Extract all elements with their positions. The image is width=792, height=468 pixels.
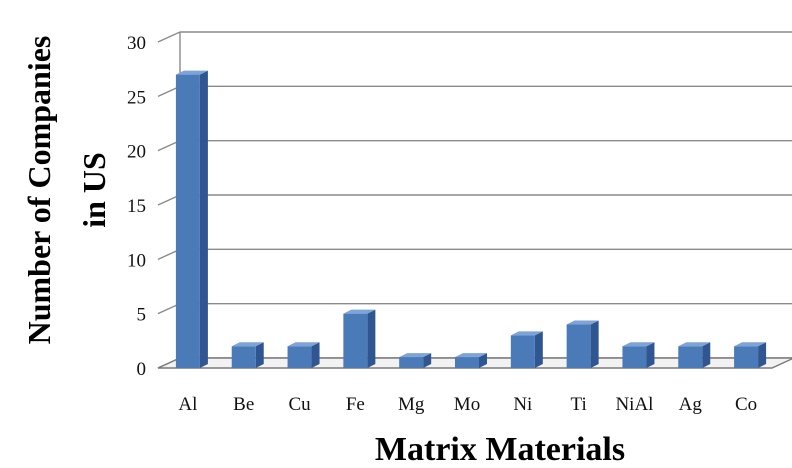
bar-ni: [510, 331, 543, 368]
bar-top: [622, 342, 655, 347]
bar-front: [678, 346, 703, 368]
x-tick-label: Al: [178, 394, 197, 415]
x-axis-title: Matrix Materials: [375, 431, 625, 468]
bar-side: [702, 342, 711, 368]
bar-top: [510, 331, 543, 336]
x-tick-label: NiAl: [615, 394, 653, 415]
bar-cu: [287, 342, 320, 368]
y-axis-title: Number of Companies in US: [21, 36, 112, 345]
y-axis-title-line-1: Number of Companies: [21, 36, 57, 345]
y-tick-label: 0: [137, 359, 147, 380]
bar-top: [175, 70, 208, 75]
x-tick-label: Fe: [346, 394, 365, 415]
bar-side: [367, 309, 376, 368]
bar-top: [231, 342, 264, 347]
x-tick-label: Ti: [571, 394, 587, 415]
bar-top: [566, 320, 599, 325]
bar-be: [231, 342, 264, 368]
bar-side: [758, 342, 767, 368]
x-tick-label: Mg: [398, 394, 425, 415]
y-tick-label: 20: [127, 142, 146, 163]
x-tick-label: Co: [735, 394, 757, 415]
bar-mg: [399, 353, 432, 368]
x-tick-label: Be: [233, 394, 254, 415]
y-tick-label: 30: [127, 33, 146, 54]
bar-front: [343, 313, 368, 368]
bar-side: [479, 353, 487, 368]
bar-side: [646, 342, 655, 368]
bar-front: [399, 357, 424, 368]
bar-side: [255, 342, 264, 368]
bar-side: [423, 353, 432, 368]
y-axis-tick-labels: 0 5 10 15 20 25 30: [127, 33, 146, 380]
bar-top: [455, 353, 487, 358]
bar-top: [343, 309, 376, 314]
x-tick-label: Ag: [679, 394, 703, 415]
bar-fe: [343, 309, 376, 368]
x-tick-label: Mo: [454, 394, 480, 415]
bar-top: [678, 342, 711, 347]
bar-top: [734, 342, 767, 347]
gridlines: [157, 31, 792, 369]
bar-nial: [622, 342, 655, 368]
bar-front: [566, 324, 591, 368]
y-axis-title-line-2: in US: [76, 152, 112, 228]
bar-side: [590, 320, 599, 368]
bar-mo: [455, 353, 487, 368]
bar-co: [734, 342, 767, 368]
y-tick-label: 25: [127, 87, 146, 108]
gridline-connector: [157, 31, 181, 43]
x-tick-label: Cu: [288, 394, 311, 415]
y-tick-label: 10: [127, 250, 146, 271]
bar-front: [175, 74, 200, 368]
bar-front: [622, 346, 647, 368]
bar-side: [311, 342, 320, 368]
y-tick-label: 5: [137, 305, 147, 326]
bar-front: [287, 346, 312, 368]
bar-front: [455, 357, 479, 368]
x-tick-label: Ni: [513, 394, 532, 415]
x-axis-tick-labels: Al Be Cu Fe Mg Mo Ni Ti NiAl Ag Co: [178, 394, 757, 415]
bar-ag: [678, 342, 711, 368]
bars: [175, 70, 767, 368]
bar-al: [175, 70, 208, 368]
bar-front: [734, 346, 759, 368]
bar-front: [231, 346, 256, 368]
bar-top: [399, 353, 432, 358]
bar-side: [534, 331, 543, 368]
bar-side: [199, 70, 208, 368]
bar-top: [287, 342, 320, 347]
bar-front: [510, 335, 535, 368]
bar-ti: [566, 320, 599, 368]
y-tick-label: 15: [127, 196, 146, 217]
